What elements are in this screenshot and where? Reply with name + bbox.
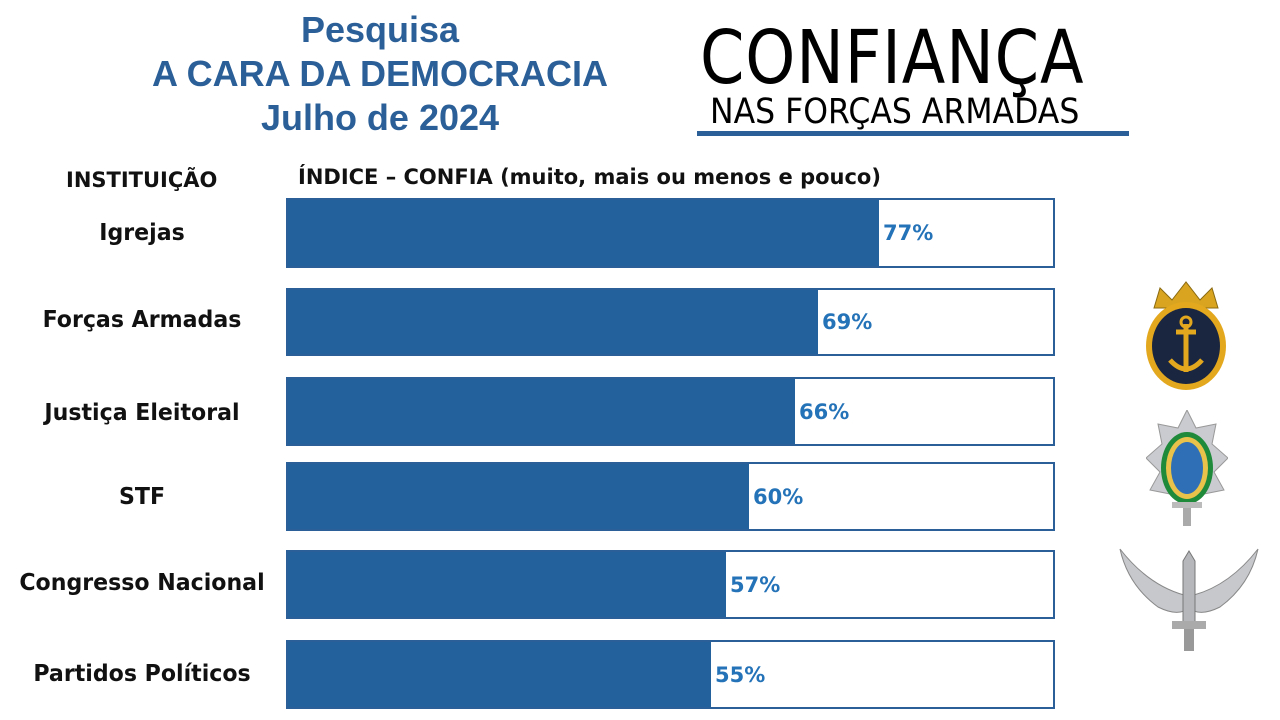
bar-track: 69% [286, 288, 1055, 356]
data-label: 66% [799, 399, 850, 424]
category-label: Igrejas [99, 220, 185, 246]
category-label: Congresso Nacional [19, 570, 265, 596]
category-label: STF [118, 484, 166, 510]
bar-track: 55% [286, 640, 1055, 709]
bar [288, 379, 795, 444]
survey-title: Pesquisa [300, 9, 460, 50]
data-label: 55% [715, 662, 766, 687]
title-underline [697, 131, 1129, 136]
exercito-emblem [1146, 410, 1228, 526]
category-axis-header: INSTITUIÇÃO [66, 168, 218, 192]
bar-track: 66% [286, 377, 1055, 446]
main-subtitle: NAS FORÇAS ARMADAS [710, 92, 1080, 132]
bar-track: 60% [286, 462, 1055, 531]
marinha-do-brasil-emblem [1146, 281, 1226, 390]
data-label: 60% [753, 484, 804, 509]
bar-track: 57% [286, 550, 1055, 619]
data-label: 77% [883, 221, 934, 245]
bar [288, 464, 749, 529]
data-label: 69% [822, 310, 873, 334]
data-label: 57% [730, 572, 781, 597]
value-axis-header: ÍNDICE – CONFIA (muito, mais ou menos e … [298, 165, 881, 189]
bar-track: 77% [286, 198, 1055, 268]
aeronautica-emblem [1119, 548, 1259, 651]
bar [288, 642, 711, 707]
bar [288, 200, 879, 266]
category-label: Partidos Políticos [33, 661, 251, 687]
survey-name: A CARA DA DEMOCRACIA [152, 53, 608, 94]
category-label: Forças Armadas [42, 307, 242, 333]
survey-date: Julho de 2024 [260, 97, 500, 138]
category-label: Justiça Eleitoral [44, 400, 240, 426]
main-title: CONFIANÇA [700, 15, 1085, 101]
bar [288, 552, 726, 617]
bar [288, 290, 818, 354]
